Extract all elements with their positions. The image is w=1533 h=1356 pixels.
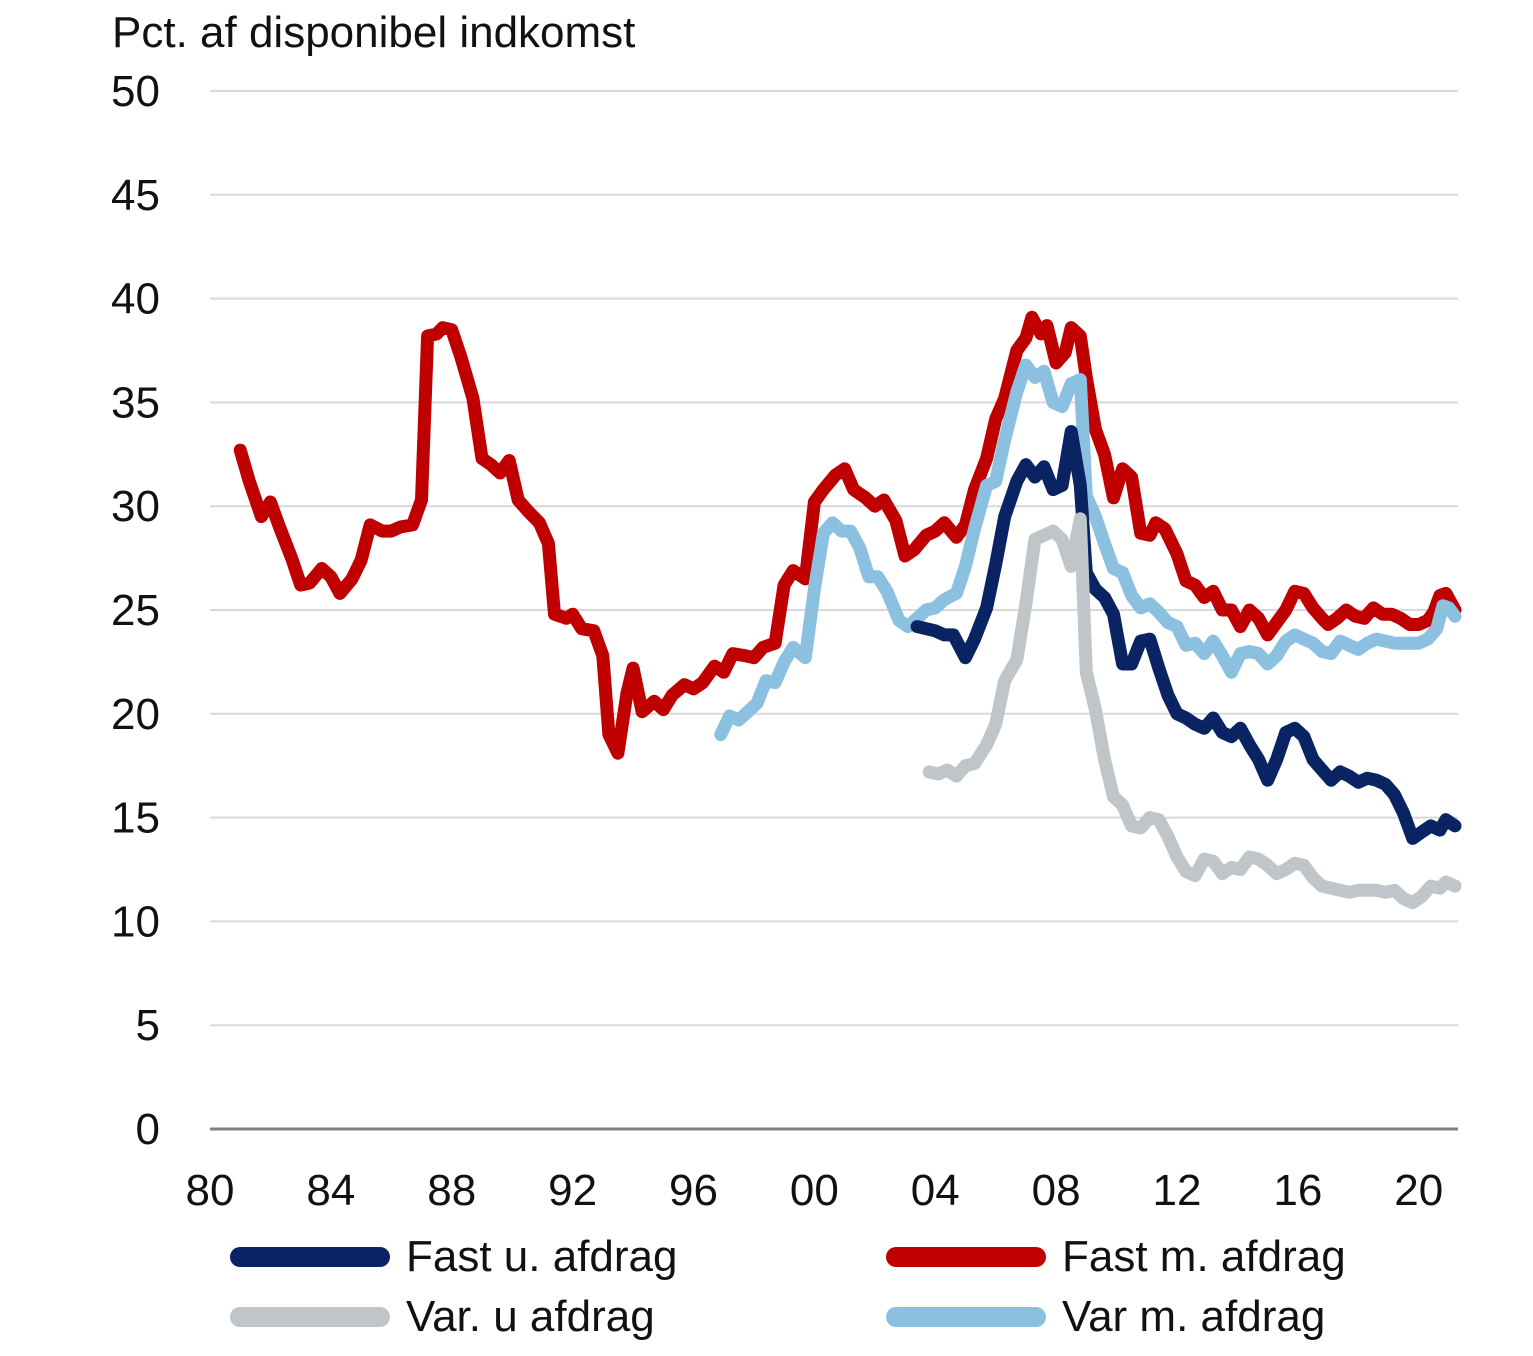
y-tick-label: 0 <box>136 1105 160 1154</box>
y-tick-label: 15 <box>111 794 160 843</box>
y-tick-labels: 0 5 10 15 20 25 30 35 40 45 50 <box>111 67 160 1154</box>
y-tick-label: 20 <box>111 690 160 739</box>
y-tick-label: 40 <box>111 275 160 324</box>
legend-swatch <box>886 1307 1046 1327</box>
x-tick-label: 96 <box>669 1166 718 1215</box>
series-line-fast-u-afdrag <box>910 425 1462 845</box>
x-tick-label: 20 <box>1394 1166 1443 1215</box>
x-tick-label: 88 <box>427 1166 476 1215</box>
legend-swatch <box>230 1247 390 1267</box>
gridlines <box>210 90 1458 1131</box>
x-tick-label: 04 <box>911 1166 960 1215</box>
legend-item-fast-m-afdrag[interactable]: Fast m. afdrag <box>886 1229 1346 1285</box>
y-tick-label: 35 <box>111 378 160 427</box>
legend-label: Var. u afdrag <box>406 1292 655 1341</box>
x-tick-label: 80 <box>186 1166 235 1215</box>
legend-item-var-m-afdrag[interactable]: Var m. afdrag <box>886 1289 1325 1345</box>
y-axis-title: Pct. af disponibel indkomst <box>112 8 636 57</box>
x-tick-labels: 80 84 88 92 96 00 04 08 12 16 20 <box>186 1166 1444 1215</box>
series-lines <box>233 310 1462 910</box>
y-tick-label: 45 <box>111 171 160 220</box>
x-tick-label: 00 <box>790 1166 839 1215</box>
legend-swatch <box>886 1247 1046 1267</box>
y-tick-label: 5 <box>136 1001 160 1050</box>
legend-item-fast-u-afdrag[interactable]: Fast u. afdrag <box>230 1229 677 1285</box>
series-line-var-m-afdrag <box>714 358 1462 742</box>
x-tick-label: 12 <box>1152 1166 1201 1215</box>
x-tick-label: 16 <box>1273 1166 1322 1215</box>
legend-item-var-u-afdrag[interactable]: Var. u afdrag <box>230 1289 655 1345</box>
legend-label: Fast m. afdrag <box>1062 1232 1346 1281</box>
legend-swatch <box>230 1307 390 1327</box>
y-tick-label: 10 <box>111 897 160 946</box>
legend-label: Var m. afdrag <box>1062 1292 1326 1341</box>
legend-label: Fast u. afdrag <box>406 1232 678 1281</box>
y-tick-label: 30 <box>111 482 160 531</box>
x-tick-label: 92 <box>548 1166 597 1215</box>
y-tick-label: 25 <box>111 586 160 635</box>
series-line-fast-m-afdrag <box>233 310 1462 760</box>
series-line-var-u-afdrag <box>922 512 1462 910</box>
legend: Fast u. afdrag Fast m. afdrag Var. u afd… <box>0 1225 1533 1345</box>
x-tick-label: 08 <box>1032 1166 1081 1215</box>
x-tick-label: 84 <box>306 1166 355 1215</box>
y-tick-label: 50 <box>111 67 160 116</box>
